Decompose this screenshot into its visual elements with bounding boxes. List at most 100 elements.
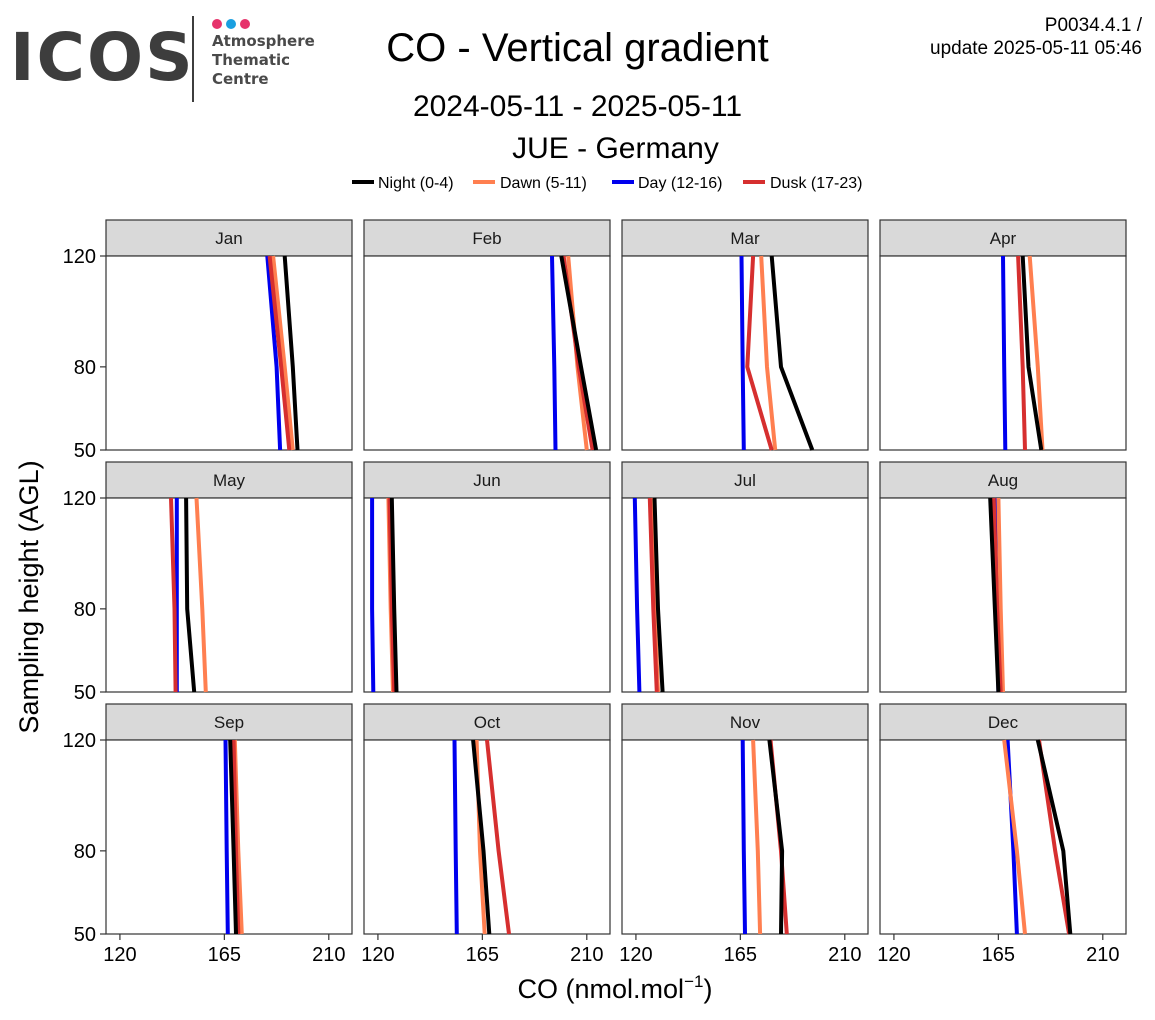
version-line-1: P0034.4.1 / xyxy=(1044,15,1142,36)
line-Jun-night xyxy=(389,497,399,693)
line-Nov-dawn xyxy=(751,739,763,935)
logo-dot-3 xyxy=(240,19,250,29)
logo-sub-line-2: Thematic xyxy=(212,51,291,69)
line-Mar-dusk xyxy=(745,255,774,451)
line-Mar-day xyxy=(739,255,746,451)
x-tick-label-2-165: 165 xyxy=(724,944,757,966)
panel-Dec xyxy=(879,739,1127,935)
line-May-dawn xyxy=(194,497,208,693)
x-axis-title-main: CO (nmol.mol xyxy=(518,974,685,1004)
line-Oct-night xyxy=(471,739,492,935)
panel-May xyxy=(105,497,353,693)
line-Sep-night xyxy=(228,739,238,935)
line-Jul-night xyxy=(652,497,665,693)
strip-label-Oct: Oct xyxy=(474,713,501,732)
strip-label-Nov: Nov xyxy=(730,713,761,732)
logo-dot-2 xyxy=(226,19,236,29)
line-Aug-dawn xyxy=(996,497,1005,693)
x-tick-label-0-120: 120 xyxy=(103,944,136,966)
x-axis-title-close: ) xyxy=(703,974,712,1004)
legend-label-1: Dawn (5-11) xyxy=(500,175,587,192)
line-Aug-night xyxy=(988,497,1001,693)
strip-Nov xyxy=(621,703,869,741)
strip-label-Mar: Mar xyxy=(730,229,760,248)
strip-label-Jun: Jun xyxy=(473,471,500,490)
line-Apr-dawn xyxy=(1027,255,1045,451)
line-Sep-dusk xyxy=(231,739,241,935)
x-tick-label-1-210: 210 xyxy=(570,944,603,966)
panel-Jun xyxy=(363,497,611,693)
y-tick-label-1-120: 120 xyxy=(63,488,96,510)
logo-dot-1 xyxy=(212,19,222,29)
logo-divider xyxy=(192,16,194,102)
chart-period: 2024-05-11 - 2025-05-11 xyxy=(412,90,743,123)
logo-sub-line-1: Atmosphere xyxy=(212,32,315,50)
legend-label-3: Dusk (17-23) xyxy=(770,175,862,192)
x-tick-label-3-165: 165 xyxy=(982,944,1015,966)
logo-sub-line-3: Centre xyxy=(212,70,269,88)
line-Apr-dusk xyxy=(1016,255,1027,451)
line-Jan-dawn xyxy=(271,255,295,451)
chart-station: JUE - Germany xyxy=(512,132,719,165)
y-tick-label-0-120: 120 xyxy=(63,246,96,268)
logo-dots xyxy=(212,16,254,29)
line-Oct-dusk xyxy=(485,739,511,935)
x-axis-title-sup: −1 xyxy=(684,972,703,991)
y-tick-label-0-50: 50 xyxy=(74,440,96,462)
line-Dec-night xyxy=(1035,739,1073,935)
logo-wordmark: ICOS xyxy=(10,19,195,96)
y-tick-label-2-80: 80 xyxy=(74,841,96,863)
strip-label-Sep: Sep xyxy=(214,713,244,732)
y-tick-label-1-50: 50 xyxy=(74,682,96,704)
y-tick-label-2-120: 120 xyxy=(63,730,96,752)
panel-Jul xyxy=(621,497,869,693)
icos-logo: ICOS Atmosphere Thematic Centre xyxy=(10,14,330,106)
x-tick-label-3-210: 210 xyxy=(1086,944,1119,966)
legend-label-0: Night (0-4) xyxy=(378,175,454,192)
line-Jun-day xyxy=(370,498,376,693)
x-axis-title: CO (nmol.mol−1) xyxy=(518,972,713,1004)
strip-label-Jan: Jan xyxy=(215,229,242,248)
line-Feb-day xyxy=(550,255,558,451)
strip-label-Dec: Dec xyxy=(988,713,1019,732)
x-tick-label-3-120: 120 xyxy=(877,944,910,966)
strip-May xyxy=(105,461,353,499)
line-Jan-dusk xyxy=(267,255,292,451)
panel-Feb xyxy=(363,255,611,451)
line-Mar-dawn xyxy=(759,255,778,451)
line-Sep-day xyxy=(223,739,230,935)
y-tick-label-0-80: 80 xyxy=(74,357,96,379)
legend-label-2: Day (12-16) xyxy=(638,175,722,192)
line-Feb-night xyxy=(559,255,599,451)
version-line-2: update 2025-05-11 05:46 xyxy=(930,38,1142,59)
strip-label-Aug: Aug xyxy=(988,471,1018,490)
line-May-night xyxy=(184,497,197,693)
strip-Mar xyxy=(621,219,869,257)
strip-Jul xyxy=(621,461,869,499)
x-tick-label-1-120: 120 xyxy=(361,944,394,966)
strip-label-May: May xyxy=(213,471,246,490)
line-Jun-dusk xyxy=(387,497,397,693)
line-Mar-night xyxy=(769,255,815,451)
strip-label-Jul: Jul xyxy=(734,471,756,490)
line-Apr-day xyxy=(1001,255,1008,451)
line-Apr-night xyxy=(1020,255,1044,451)
x-tick-label-1-165: 165 xyxy=(466,944,499,966)
strip-label-Apr: Apr xyxy=(990,229,1017,248)
line-May-dusk xyxy=(169,497,178,693)
line-Jul-day xyxy=(632,497,642,693)
x-tick-label-2-120: 120 xyxy=(619,944,652,966)
x-tick-label-0-165: 165 xyxy=(208,944,241,966)
line-Dec-dawn xyxy=(1002,739,1027,935)
line-Jul-dusk xyxy=(647,497,659,693)
strip-Feb xyxy=(363,219,611,257)
x-tick-label-2-210: 210 xyxy=(828,944,861,966)
panel-Jan xyxy=(105,255,353,451)
line-Jan-night xyxy=(282,255,300,451)
chart-title-row: CO - Vertical gradient xyxy=(0,26,1155,71)
y-tick-label-1-80: 80 xyxy=(74,599,96,621)
x-tick-label-0-210: 210 xyxy=(312,944,345,966)
chart-title: CO - Vertical gradient xyxy=(386,26,769,70)
line-Nov-day xyxy=(740,739,747,935)
